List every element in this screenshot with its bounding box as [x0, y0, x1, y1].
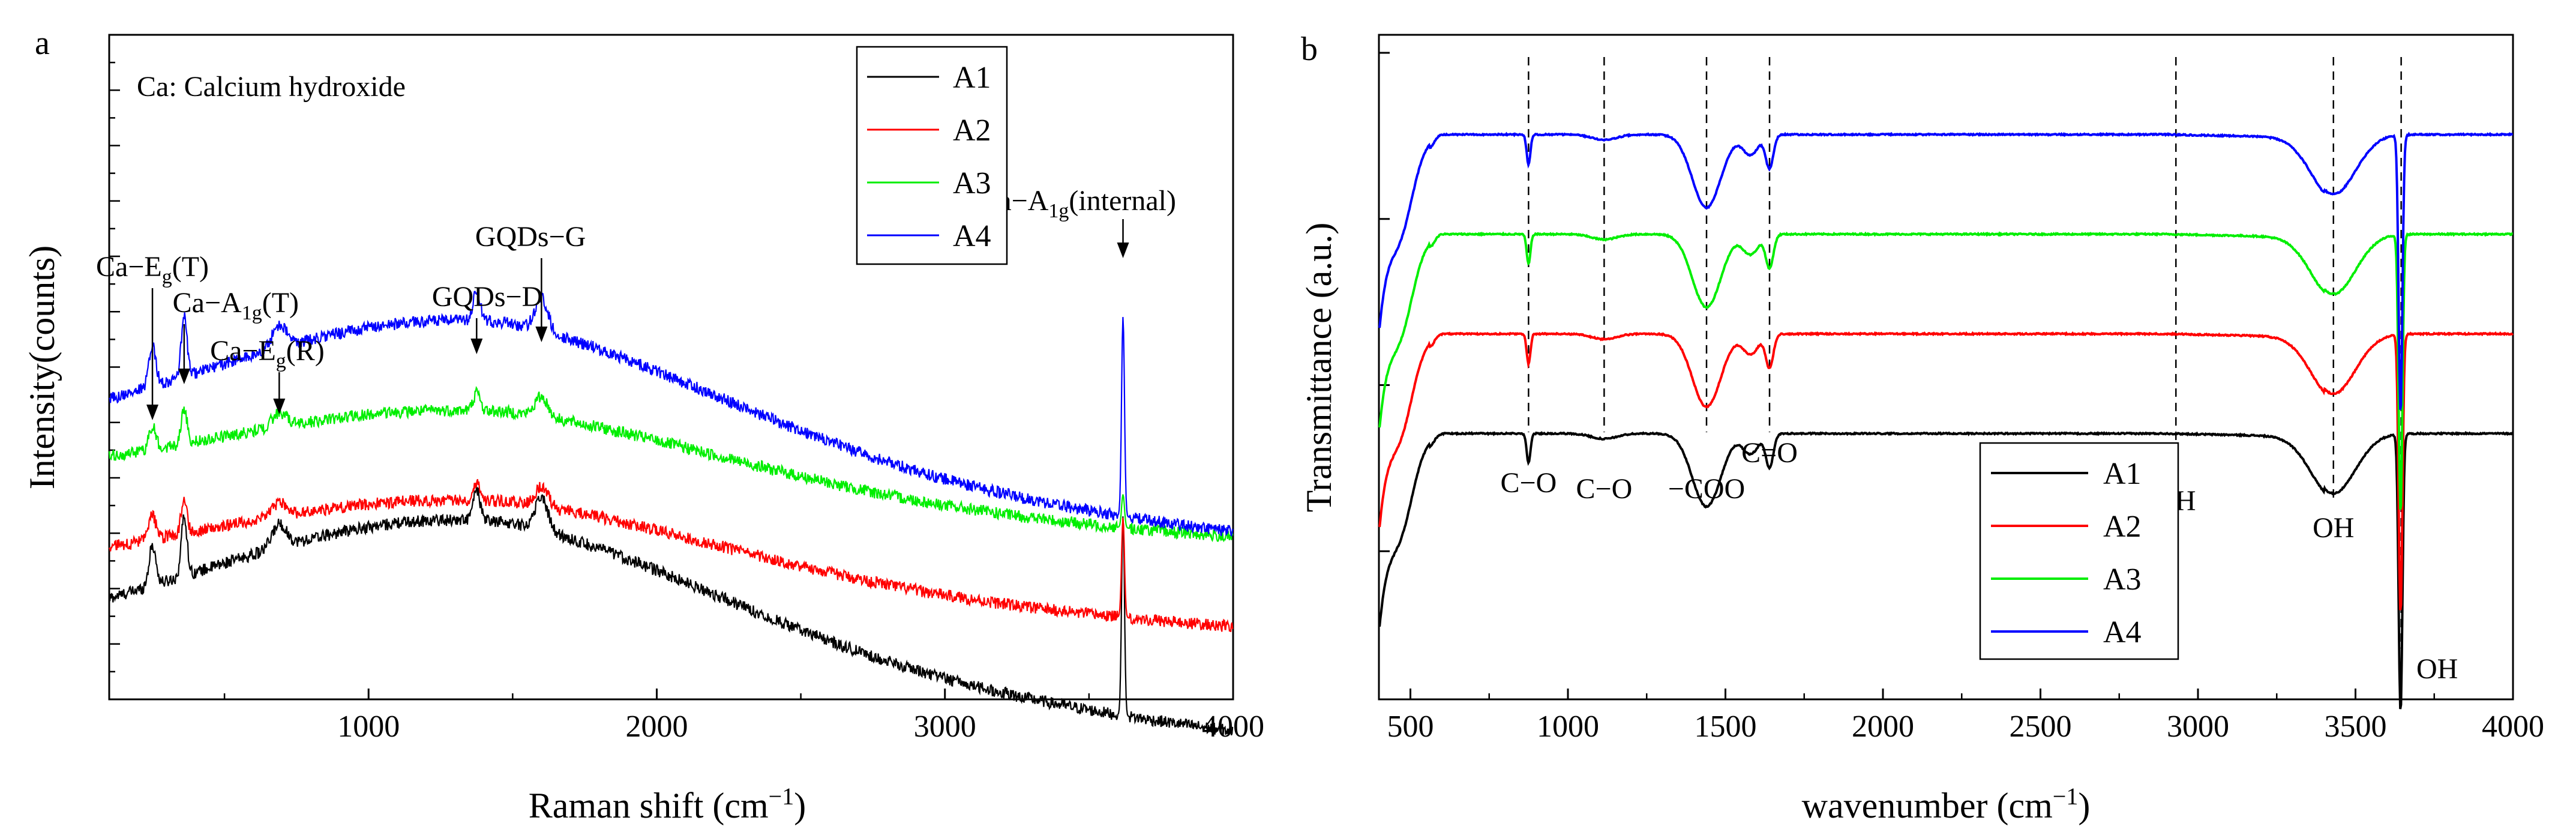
panel-b-x-tick-label: 500 — [1387, 710, 1434, 744]
panel-b-x-tick-label: 2000 — [1852, 710, 1914, 744]
panel-a-series-a3 — [108, 386, 1234, 543]
panel-b-x-tick-label: 1000 — [1537, 710, 1599, 744]
panel-a-x-tick-label: 3000 — [914, 710, 976, 744]
panel-a-x-tick-label: 2000 — [625, 710, 688, 744]
panel-a-legend-label: A1 — [953, 61, 991, 95]
panel-a-series — [108, 291, 1234, 736]
panel-a-arrow-head — [273, 399, 286, 414]
panel-b-frame — [1378, 34, 2514, 701]
panel-a-series-a2 — [109, 479, 1234, 632]
annotation-sub: 1g — [242, 302, 262, 324]
panel-b-series-a4 — [1378, 131, 2514, 410]
panel-b-x-tick-label: 1500 — [1695, 710, 1757, 744]
panel-a-arrow-head — [146, 405, 159, 420]
panel-b-x-tick-label: 4000 — [2482, 710, 2544, 744]
annotation-main: GQDs−G — [475, 221, 586, 253]
annotation-sub: g — [162, 266, 172, 288]
annotation-main: Ca−E — [210, 335, 276, 367]
panel-b-band-label: C−O — [1576, 473, 1633, 505]
panel-b-legend-label: A2 — [2103, 510, 2142, 544]
panel-b-x-tick-label: 3000 — [2167, 710, 2229, 744]
panel-b-ticks: 500 1000 1500 2000 2500 3000 3500 4000 — [1379, 52, 2544, 744]
panel-a-title-annotation: Ca: Calcium hydroxide — [137, 71, 406, 103]
annotation-tail: (T) — [262, 287, 299, 319]
panel-a-x-tick-label: 1000 — [337, 710, 400, 744]
panel-a-x-axis-label: Raman shift (cm−1) — [529, 783, 806, 825]
panel-b-band-label: C−O — [1501, 467, 1557, 499]
annotation-sub: g — [276, 350, 286, 372]
panel-b-x-tick-label: 3500 — [2325, 710, 2387, 744]
panel-a-series-a1 — [108, 486, 1234, 736]
panel-b-legend-label: A1 — [2103, 457, 2142, 491]
panel-b-band-label: −COO — [1668, 473, 1745, 505]
panel-a-y-axis-label: Intensity(counts) — [22, 246, 62, 490]
panel-a-peak-annotation: Ca−Eg(T) — [96, 251, 209, 288]
panel-b-legend-box — [1979, 442, 2179, 660]
panel-b-legend: A1 A2 A3 A4 — [1979, 442, 2179, 660]
panel-a-legend-label: A3 — [953, 166, 991, 200]
panel-a-peak-annotation: GQDs−G — [475, 221, 586, 253]
panel-a-legend-label: A4 — [953, 219, 991, 253]
panel-b-legend-label: A4 — [2103, 615, 2142, 650]
panel-a-arrow-head — [178, 369, 190, 384]
panel-a-peak-annotation: Ca−A1g(internal) — [979, 185, 1176, 222]
panel-b-series-a1 — [1378, 430, 2514, 710]
panel-b-series — [1378, 131, 2514, 710]
panel-b-series-a2 — [1378, 331, 2514, 610]
panel-b-series-a3 — [1378, 231, 2513, 510]
panel-a-legend: A1 A2 A3 A4 — [856, 46, 1008, 265]
panel-a-arrow-head — [470, 339, 483, 354]
panel-a-annotations: Ca−Eg(T)Ca−A1g(T)Ca−Eg(R)GQDs−DGQDs−GCa−… — [96, 185, 1176, 420]
panel-a-arrow-head — [535, 327, 548, 342]
panel-b: 500 1000 1500 2000 2500 3000 3500 4000 C−O C−O −C… — [1299, 34, 2544, 825]
panel-b-x-tick-label: 2500 — [2010, 710, 2072, 744]
panel-a-arrow-head — [1117, 243, 1129, 258]
annotation-main: Ca−E — [96, 251, 162, 283]
panel-a-legend-label: A2 — [953, 113, 991, 148]
annotation-main: Ca−A — [173, 287, 242, 319]
panel-a-legend-box — [856, 46, 1008, 265]
panel-a-peak-annotation: GQDs−D — [432, 281, 542, 313]
annotation-main: GQDs−D — [432, 281, 542, 313]
panel-a-letter: a — [35, 25, 50, 62]
panel-b-band-label: OH — [2416, 653, 2458, 685]
panel-a-ticks: 1000 2000 3000 4000 — [109, 34, 1264, 744]
panel-b-x-axis-label: wavenumber (cm−1) — [1802, 783, 2091, 825]
annotation-sub: 1g — [1048, 200, 1069, 222]
annotation-tail: (R) — [286, 335, 325, 367]
panel-a-peak-annotation: Ca−A1g(T) — [173, 287, 299, 324]
panel-a-series-a4 — [109, 291, 1234, 537]
panel-b-letter: b — [1301, 31, 1318, 68]
panel-b-band-label: OH — [2313, 512, 2354, 544]
panel-b-y-axis-label: Transmittance (a.u.) — [1299, 223, 1339, 513]
panel-a-peak-annotation: Ca−Eg(R) — [210, 335, 325, 372]
annotation-tail: (internal) — [1069, 185, 1176, 217]
annotation-tail: (T) — [172, 251, 209, 283]
panel-a: Ca: Calcium hydroxide 1000 2000 3000 4000 C… — [22, 34, 1264, 825]
panel-b-legend-label: A3 — [2103, 562, 2142, 597]
